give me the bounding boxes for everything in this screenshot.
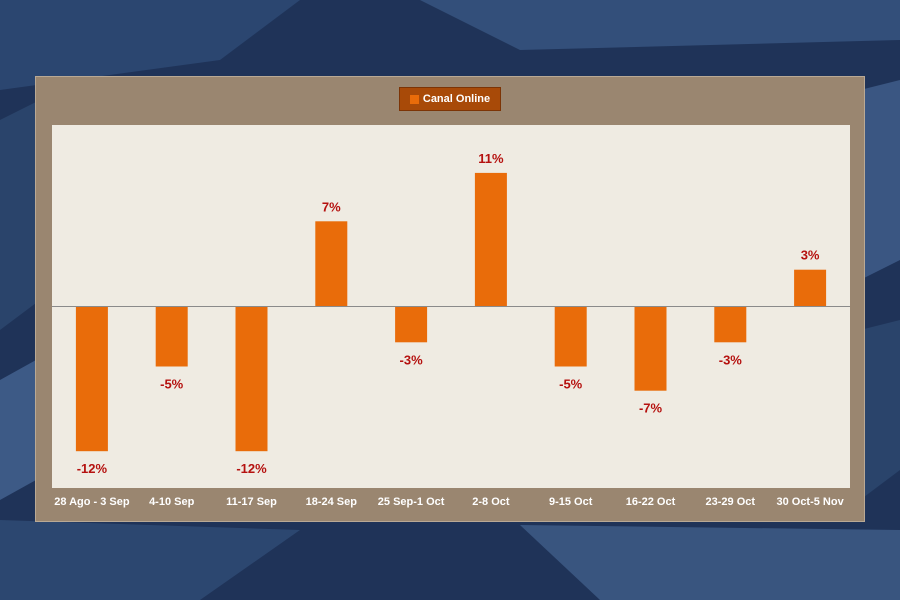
bar-1 [155,306,188,367]
x-tick-label-9: 30 Oct-5 Nov [776,496,844,508]
data-label-5: 11% [478,151,504,166]
data-label-0: -12% [77,461,108,476]
bar-2 [235,306,268,452]
bar-9 [794,269,827,306]
data-label-8: -3% [719,352,743,367]
x-tick-label-1: 4-10 Sep [149,496,195,508]
data-label-9: 3% [801,248,820,263]
x-tick-label-6: 9-15 Oct [548,496,593,508]
data-label-2: -12% [236,461,267,476]
plot-area: -12% -5% -12% 7% -3% 11% -5% -7% -3% 3% [52,125,850,488]
x-tick-label-5: 2-8 Oct [472,496,510,508]
bar-3 [315,221,348,306]
data-label-6: -5% [559,377,583,392]
data-label-1: -5% [160,377,184,392]
x-tick-label-7: 16-22 Oct [625,496,676,508]
bar-4 [395,306,428,343]
chart-legend: Canal Online [399,87,501,111]
bar-7 [634,306,667,391]
bar-8 [714,306,747,343]
data-label-3: 7% [322,199,341,214]
x-tick-label-0: 28 Ago - 3 Sep [54,496,130,508]
bar-chart: -12% -5% -12% 7% -3% 11% -5% -7% -3% 3% [52,151,850,476]
data-label-4: -3% [400,352,424,367]
bar-0 [75,306,108,452]
x-tick-label-4: 25 Sep-1 Oct [377,496,445,508]
x-axis-labels: 28 Ago - 3 Sep 4-10 Sep 11-17 Sep 18-24 Sep… [52,496,850,514]
bar-5 [474,172,507,306]
x-tick-label-3: 18-24 Sep [305,496,357,508]
x-tick-label-2: 11-17 Sep [226,496,277,508]
bar-6 [554,306,587,367]
legend-label: Canal Online [422,93,491,105]
data-label-7: -7% [639,401,663,416]
legend-swatch [409,94,419,104]
chart-card: Canal Online -12% -5% -12% 7% -3% 11% -5% -7% -3… [36,77,864,521]
x-tick-label-8: 23-29 Oct [705,496,756,508]
